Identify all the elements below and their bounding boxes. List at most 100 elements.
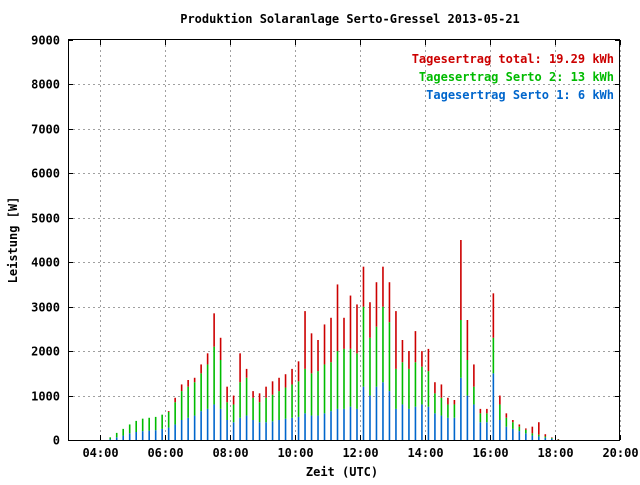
bar-segment bbox=[427, 371, 430, 407]
bar-segment bbox=[505, 417, 508, 427]
y-tick-label: 7000 bbox=[31, 123, 60, 137]
bar-segment bbox=[473, 404, 475, 440]
bar-segment bbox=[310, 373, 313, 416]
bar-segment bbox=[278, 377, 280, 392]
bar-segment bbox=[505, 426, 508, 440]
bar-segment bbox=[219, 408, 222, 440]
bar-segment bbox=[193, 415, 196, 440]
y-tick-label: 0 bbox=[53, 434, 60, 448]
bar-segment bbox=[466, 360, 469, 396]
bar-segment bbox=[206, 353, 209, 365]
bar-segment bbox=[343, 317, 345, 349]
bar-segment bbox=[161, 414, 163, 429]
bar-segment bbox=[323, 364, 326, 414]
bar-segment bbox=[551, 437, 553, 438]
bar-segment bbox=[226, 386, 228, 403]
x-tick-label: 10:00 bbox=[277, 446, 313, 460]
bar-segment bbox=[154, 430, 157, 440]
legend-entry: Tagesertrag total: 19.29 kWh bbox=[412, 52, 614, 66]
bar-segment bbox=[434, 382, 436, 394]
bar-segment bbox=[219, 337, 222, 360]
bar-segment bbox=[284, 387, 287, 419]
x-tick-label: 16:00 bbox=[472, 446, 508, 460]
bar-segment bbox=[427, 406, 430, 440]
bar-segment bbox=[382, 306, 384, 383]
bar-segment bbox=[414, 331, 417, 363]
bar-segment bbox=[466, 395, 469, 440]
bar-segment bbox=[401, 340, 404, 363]
bar-segment bbox=[167, 412, 170, 428]
bar-segment bbox=[349, 348, 352, 407]
bar-segment bbox=[518, 431, 521, 440]
y-tick-label: 5000 bbox=[31, 212, 60, 226]
bar-segment bbox=[323, 413, 326, 440]
x-tick-label: 12:00 bbox=[342, 446, 378, 460]
bar-segment bbox=[538, 422, 540, 435]
bar-segment bbox=[167, 427, 170, 440]
y-tick-label: 3000 bbox=[31, 301, 60, 315]
bar-segment bbox=[505, 413, 508, 418]
bar-segment bbox=[538, 436, 540, 440]
bar-segment bbox=[291, 368, 293, 385]
bar-segment bbox=[369, 302, 371, 338]
bar-segment bbox=[232, 422, 235, 440]
bar-segment bbox=[395, 408, 397, 440]
bar-segment bbox=[271, 421, 274, 440]
bar-segment bbox=[362, 306, 365, 387]
bar-segment bbox=[174, 402, 176, 425]
bar-segment bbox=[200, 411, 202, 440]
bar-segment bbox=[180, 391, 183, 420]
bar-segment bbox=[245, 377, 248, 416]
bar-segment bbox=[148, 430, 150, 440]
bar-segment bbox=[109, 439, 112, 440]
bar-segment bbox=[362, 386, 365, 440]
bar-segment bbox=[187, 380, 189, 387]
bar-segment bbox=[421, 404, 423, 440]
bar-segment bbox=[440, 384, 443, 398]
x-tick-label: 04:00 bbox=[82, 446, 118, 460]
bar-segment bbox=[375, 282, 378, 327]
bar-segment bbox=[122, 428, 124, 436]
bar-segment bbox=[375, 326, 378, 387]
bar-segment bbox=[317, 371, 319, 416]
bar-segment bbox=[154, 416, 157, 431]
bar-segment bbox=[317, 340, 319, 372]
bar-segment bbox=[265, 386, 267, 398]
bar-segment bbox=[466, 320, 469, 360]
bar-segment bbox=[161, 428, 163, 440]
bar-segment bbox=[323, 324, 326, 365]
bar-segment bbox=[239, 417, 241, 440]
x-tick-label: 20:00 bbox=[602, 446, 638, 460]
bar-segment bbox=[525, 429, 527, 434]
bar-segment bbox=[388, 322, 391, 392]
bar-segment bbox=[551, 438, 553, 440]
bar-segment bbox=[336, 351, 339, 409]
bar-segment bbox=[278, 391, 280, 420]
bar-segment bbox=[232, 395, 235, 405]
bar-segment bbox=[473, 386, 475, 405]
bar-segment bbox=[512, 420, 514, 423]
bar-segment bbox=[544, 436, 547, 438]
bar-segment bbox=[531, 435, 534, 440]
bar-segment bbox=[369, 395, 371, 440]
bar-segment bbox=[213, 404, 215, 440]
grid bbox=[68, 40, 621, 440]
bar-segment bbox=[421, 351, 423, 367]
bar-segment bbox=[239, 382, 241, 418]
y-tick-label: 4000 bbox=[31, 256, 60, 270]
bar-segment bbox=[141, 418, 144, 432]
bar-segment bbox=[356, 304, 358, 354]
bar-segment bbox=[375, 386, 378, 440]
bar-segment bbox=[453, 417, 456, 440]
bar-segment bbox=[531, 426, 534, 434]
bar-segment bbox=[232, 404, 235, 423]
bar-segment bbox=[297, 416, 300, 440]
bar-segment bbox=[258, 402, 261, 423]
bar-segment bbox=[453, 400, 456, 405]
x-axis-label: Zeit (UTC) bbox=[306, 465, 378, 479]
bar-segment bbox=[479, 413, 482, 423]
bar-segment bbox=[115, 432, 118, 438]
bar-segment bbox=[297, 361, 300, 382]
ticks: 04:00 06:00 08:00 10:00 12:00 14:00 16:00 18:00… bbox=[31, 34, 638, 461]
